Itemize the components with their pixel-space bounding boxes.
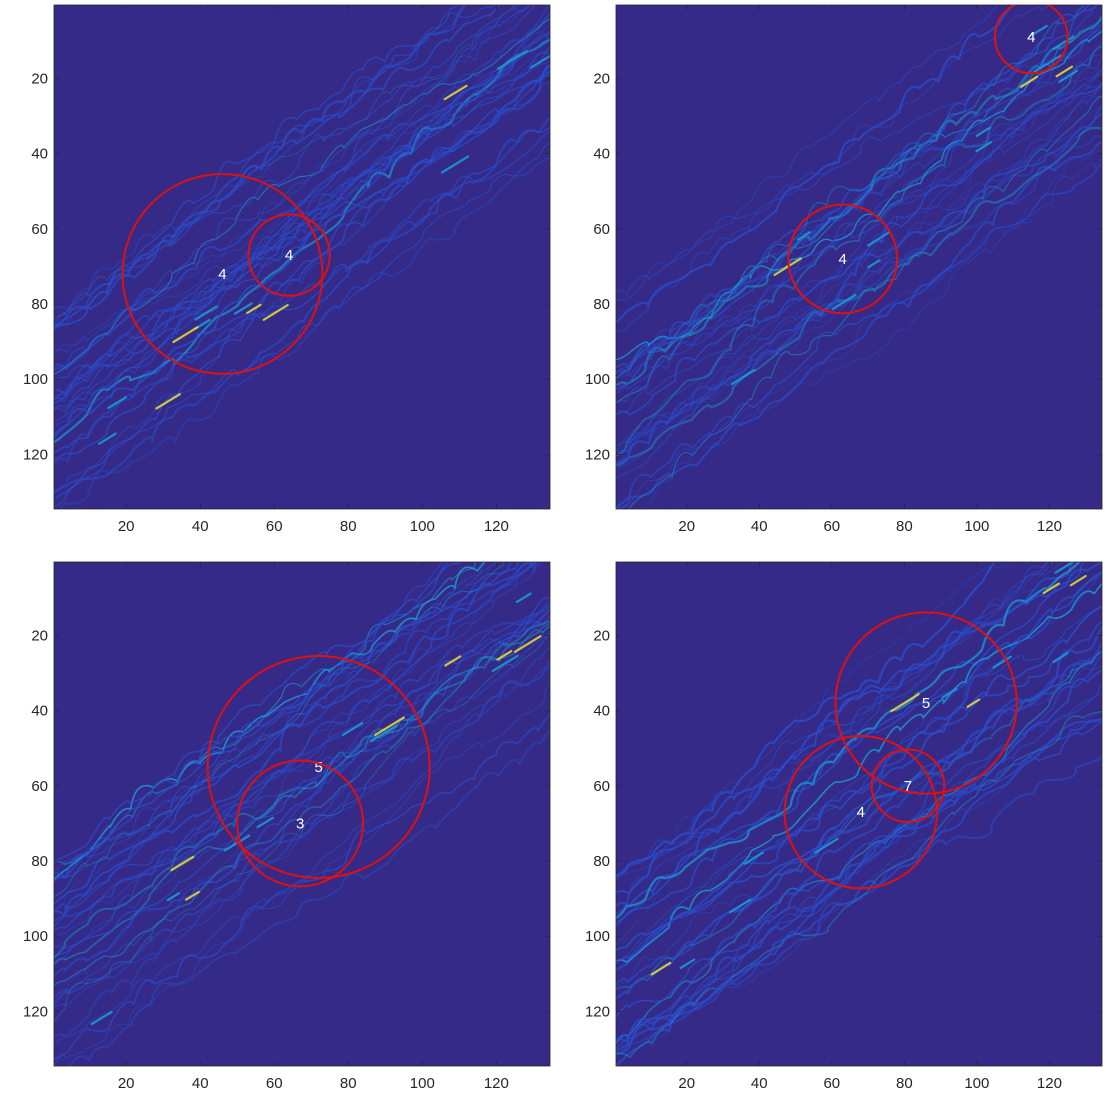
y-tick-label: 40 [593, 146, 610, 163]
x-tick-label: 20 [118, 518, 135, 535]
y-tick-label: 100 [585, 371, 610, 388]
heatmap-texture [616, 5, 1102, 509]
x-tick-label: 60 [266, 518, 283, 535]
x-tick-label: 40 [751, 1075, 768, 1092]
y-tick-label: 80 [593, 853, 610, 870]
y-tick-label: 20 [593, 70, 610, 87]
axes-frame [615, 561, 1103, 1067]
circle-count-label: 4 [1027, 29, 1035, 46]
y-tick-label: 80 [31, 853, 48, 870]
x-tick-label: 60 [266, 1075, 283, 1092]
y-tick-label: 120 [23, 446, 48, 463]
y-tick-label: 120 [23, 1003, 48, 1020]
x-tick-label: 100 [410, 518, 435, 535]
axes-frame [53, 4, 551, 510]
detection-circle [236, 759, 365, 888]
y-tick-label: 20 [31, 627, 48, 644]
x-tick-label: 120 [484, 1075, 509, 1092]
x-tick-label: 80 [896, 518, 913, 535]
axes-frame [615, 4, 1103, 510]
y-tick-label: 60 [31, 221, 48, 238]
detection-circle [206, 654, 431, 880]
x-tick-label: 100 [964, 518, 989, 535]
x-tick-label: 100 [964, 1075, 989, 1092]
y-tick-label: 120 [585, 1003, 610, 1020]
axes-frame [53, 561, 551, 1067]
x-tick-label: 80 [340, 518, 357, 535]
detection-circle [870, 748, 946, 824]
detection-circle [783, 734, 938, 890]
x-tick-label: 20 [118, 1075, 135, 1092]
x-tick-label: 120 [1037, 518, 1062, 535]
detection-circle [834, 611, 1018, 795]
heatmap-panel: 20 40 60 80 100 120 20 40 60 80 100 120 5 4 7 [585, 561, 1103, 1092]
x-tick-label: 20 [678, 1075, 695, 1092]
x-tick-label: 40 [751, 518, 768, 535]
y-tick-label: 60 [593, 778, 610, 795]
circle-count-label: 4 [218, 266, 226, 283]
x-tick-label: 40 [192, 1075, 209, 1092]
detection-circles: 5 4 7 [783, 611, 1018, 890]
y-tick-label: 80 [593, 296, 610, 313]
y-tick-label: 100 [585, 928, 610, 945]
circle-count-label: 5 [922, 695, 930, 712]
heatmap-background [54, 562, 550, 1066]
y-tick-label: 40 [31, 146, 48, 163]
detection-circle [787, 203, 899, 315]
x-tick-label: 100 [410, 1075, 435, 1092]
detection-circles: 44 [121, 172, 331, 375]
y-tick-label: 20 [31, 70, 48, 87]
circle-count-label: 5 [314, 759, 322, 776]
x-tick-label: 80 [340, 1075, 357, 1092]
x-tick-label: 60 [823, 1075, 840, 1092]
heatmap-texture [54, 5, 550, 509]
x-tick-label: 80 [896, 1075, 913, 1092]
x-tick-label: 120 [484, 518, 509, 535]
y-tick-label: 100 [23, 928, 48, 945]
circle-count-label: 3 [296, 815, 304, 832]
detection-circles: 53 [206, 654, 431, 888]
circle-count-label: 4 [285, 247, 293, 264]
circle-count-label: 4 [839, 251, 847, 268]
x-tick-label: 120 [1037, 1075, 1062, 1092]
x-tick-label: 40 [192, 518, 209, 535]
y-tick-label: 60 [31, 778, 48, 795]
heatmap-texture [54, 562, 550, 1066]
detection-circle [994, 5, 1069, 75]
x-tick-label: 20 [678, 518, 695, 535]
heatmap-background [54, 5, 550, 509]
x-tick-label: 60 [823, 518, 840, 535]
heatmap-texture [616, 562, 1102, 1066]
y-tick-label: 100 [23, 371, 48, 388]
y-tick-label: 80 [31, 296, 48, 313]
y-tick-label: 20 [593, 627, 610, 644]
detection-circle [121, 172, 324, 375]
y-tick-label: 40 [593, 703, 610, 720]
y-tick-label: 120 [585, 446, 610, 463]
y-tick-label: 40 [31, 703, 48, 720]
detection-circle [247, 213, 331, 297]
y-tick-label: 60 [593, 221, 610, 238]
circle-count-label: 7 [904, 778, 912, 795]
detection-circles: 44 [787, 5, 1069, 315]
circle-count-label: 4 [857, 804, 865, 821]
